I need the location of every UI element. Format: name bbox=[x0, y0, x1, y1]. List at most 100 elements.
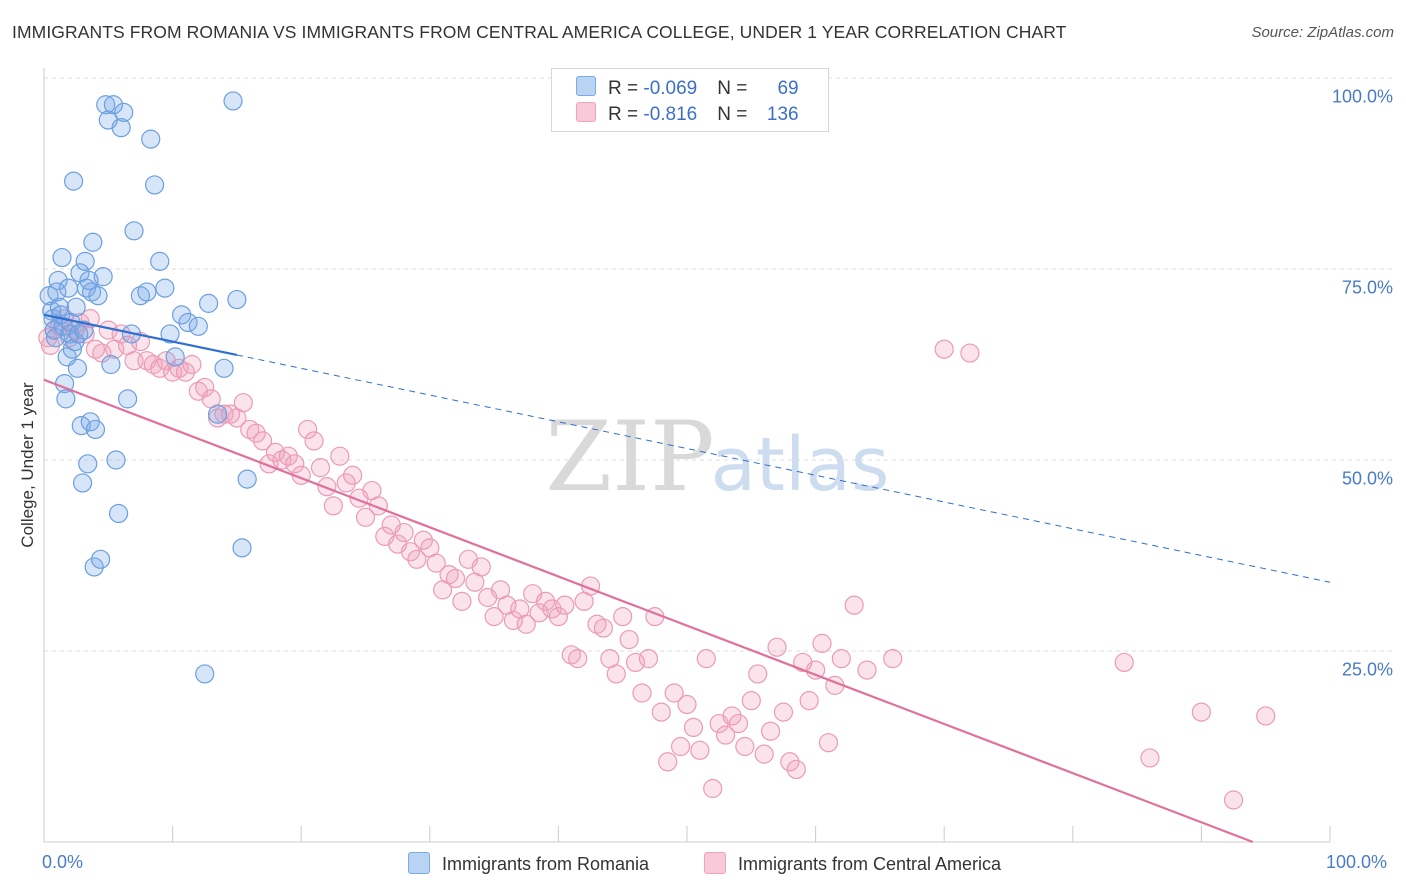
point-central-america bbox=[773, 702, 794, 722]
point-central-america bbox=[741, 691, 761, 711]
legend-n-value: 136 bbox=[766, 104, 799, 125]
point-central-america bbox=[246, 423, 266, 443]
point-central-america bbox=[38, 328, 58, 348]
point-romania bbox=[93, 267, 113, 287]
point-romania bbox=[67, 358, 88, 378]
legend-n-label: N = bbox=[717, 104, 753, 125]
point-romania bbox=[83, 232, 103, 252]
point-central-america bbox=[394, 522, 414, 543]
point-romania bbox=[150, 251, 170, 271]
point-central-america bbox=[330, 446, 350, 466]
axes bbox=[43, 68, 1331, 843]
grid-lines bbox=[44, 77, 1392, 652]
point-central-america bbox=[516, 614, 536, 634]
trend-line-romania bbox=[43, 313, 238, 357]
point-central-america bbox=[857, 660, 877, 680]
point-romania bbox=[141, 129, 161, 149]
point-central-america bbox=[786, 759, 806, 780]
y-tick-75: 75.0% bbox=[1341, 277, 1393, 298]
point-central-america bbox=[818, 733, 839, 753]
point-romania bbox=[137, 282, 157, 302]
point-central-america bbox=[696, 649, 716, 669]
point-romania bbox=[58, 278, 79, 298]
legend-label-romania: Immigrants from Romania bbox=[442, 854, 650, 874]
point-central-america bbox=[831, 649, 851, 669]
point-central-america bbox=[452, 591, 472, 611]
point-romania bbox=[160, 324, 180, 344]
point-central-america bbox=[304, 431, 324, 451]
point-central-america bbox=[883, 649, 903, 669]
point-romania bbox=[172, 305, 192, 325]
point-central-america bbox=[677, 694, 697, 715]
point-central-america bbox=[503, 610, 523, 631]
point-central-america bbox=[336, 473, 356, 493]
point-romania bbox=[227, 289, 247, 310]
legend-r-value: -0.816 bbox=[643, 104, 698, 125]
trend-lines bbox=[43, 313, 1331, 844]
point-central-america bbox=[535, 591, 556, 611]
point-romania bbox=[84, 557, 104, 577]
point-central-america bbox=[285, 454, 305, 474]
watermark-atlas: atlas bbox=[711, 422, 890, 508]
point-romania bbox=[75, 251, 95, 271]
point-romania bbox=[208, 404, 228, 424]
point-central-america bbox=[670, 736, 691, 757]
point-central-america bbox=[555, 595, 575, 615]
legend-n-value: 69 bbox=[777, 78, 799, 99]
legend-row-romania: R = -0.069 N = 69 bbox=[576, 76, 799, 100]
point-central-america bbox=[658, 752, 678, 772]
correlation-legend: R = -0.069 N = 69 R = -0.816 N = 136 bbox=[551, 68, 829, 132]
y-tick-50: 50.0% bbox=[1341, 468, 1393, 489]
legend-row-central-america: R = -0.816 N = 136 bbox=[576, 102, 799, 126]
point-romania bbox=[88, 286, 108, 306]
point-romania bbox=[74, 320, 94, 340]
point-romania bbox=[56, 389, 76, 409]
point-central-america bbox=[606, 664, 626, 684]
point-central-america bbox=[298, 419, 318, 440]
point-central-america bbox=[542, 599, 562, 619]
point-central-america bbox=[426, 553, 446, 573]
point-central-america bbox=[568, 649, 588, 669]
point-central-america bbox=[812, 633, 832, 653]
point-romania bbox=[96, 95, 116, 115]
legend-r-label: R = bbox=[608, 104, 644, 125]
point-central-america bbox=[844, 595, 864, 615]
point-central-america bbox=[735, 736, 755, 757]
legend-r-value: -0.069 bbox=[643, 78, 698, 99]
point-central-america bbox=[413, 530, 433, 550]
point-central-america bbox=[728, 713, 749, 734]
point-central-america bbox=[593, 618, 614, 638]
legend-swatch-pink bbox=[704, 852, 726, 874]
point-romania bbox=[69, 324, 89, 344]
point-central-america bbox=[323, 496, 343, 516]
chart-title: IMMIGRANTS FROM ROMANIA VS IMMIGRANTS FR… bbox=[12, 22, 1067, 42]
point-central-america bbox=[767, 637, 787, 657]
point-romania bbox=[101, 354, 121, 375]
bottom-legend-romania: Immigrants from Romania bbox=[408, 852, 649, 875]
bottom-legend-central-america: Immigrants from Central America bbox=[704, 852, 1001, 875]
point-central-america bbox=[748, 664, 768, 684]
point-romania bbox=[90, 549, 111, 569]
source-note: Source: ZipAtlas.com bbox=[1251, 24, 1394, 41]
point-central-america bbox=[471, 557, 491, 577]
legend-label-central-america: Immigrants from Central America bbox=[738, 854, 1002, 874]
point-central-america bbox=[722, 706, 742, 726]
point-romania bbox=[66, 297, 86, 317]
point-central-america bbox=[343, 465, 363, 485]
point-central-america bbox=[960, 343, 980, 363]
point-central-america bbox=[632, 683, 652, 703]
point-central-america bbox=[805, 660, 826, 680]
point-romania bbox=[106, 450, 126, 470]
point-central-america bbox=[799, 691, 819, 711]
point-romania bbox=[188, 316, 208, 336]
point-central-america bbox=[529, 603, 549, 623]
point-central-america bbox=[625, 652, 646, 673]
watermark-zip: ZIP bbox=[545, 401, 714, 513]
x-tick-0: 0.0% bbox=[42, 852, 84, 872]
legend-swatch-blue bbox=[408, 852, 430, 874]
point-central-america bbox=[214, 404, 234, 424]
point-central-america bbox=[265, 442, 286, 462]
point-central-america bbox=[445, 568, 466, 589]
point-romania bbox=[232, 538, 252, 558]
